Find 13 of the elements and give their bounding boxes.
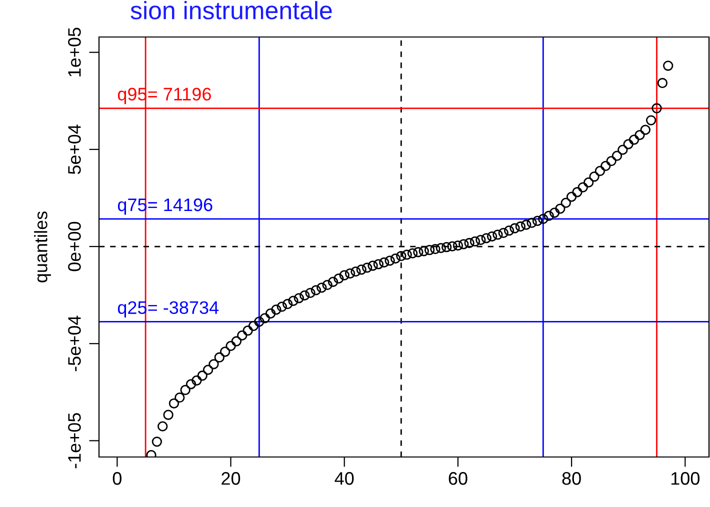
x-tick-label: 100 — [671, 472, 700, 485]
y-tick-label: -5e+04 — [68, 316, 81, 372]
y-tick-label: 0e+00 — [68, 222, 81, 272]
chart-title: sion instrumentale — [130, 1, 332, 20]
y-tick-label: 1e+05 — [68, 28, 81, 76]
y-tick-label: 5e+04 — [68, 124, 81, 174]
x-tick-label: 40 — [334, 472, 354, 485]
x-tick-label: 0 — [112, 472, 122, 485]
y-tick-label: -1e+05 — [68, 413, 81, 468]
x-tick-label: 20 — [222, 472, 240, 485]
x-tick-label: 60 — [448, 472, 468, 485]
y-axis-title: quantiles — [34, 212, 51, 282]
x-tick-label: 80 — [562, 472, 581, 485]
